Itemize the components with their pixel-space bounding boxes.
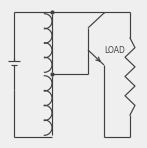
Text: LOAD: LOAD [104,45,125,54]
